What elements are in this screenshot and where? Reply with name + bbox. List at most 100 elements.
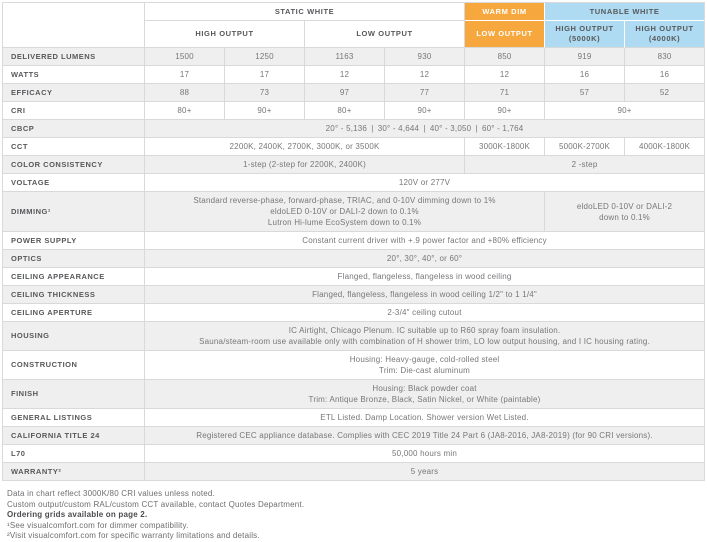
footnote-data-basis: Data in chart reflect 3000K/80 CRI value…	[7, 489, 215, 498]
header-subhead-row: HIGH OUTPUT LOW OUTPUT LOW OUTPUT HIGH O…	[3, 21, 706, 48]
row-ceiling-thickness: CEILING THICKNESS Flanged, flangeless, f…	[3, 286, 706, 304]
footnotes: Data in chart reflect 3000K/80 CRI value…	[2, 481, 705, 542]
row-label: GENERAL LISTINGS	[3, 409, 145, 427]
row-finish: FINISH Housing: Black powder coat Trim: …	[3, 380, 706, 409]
row-cbcp: CBCP 20° - 5,136 | 30° - 4,644 | 40° - 3…	[3, 120, 706, 138]
row-label: COLOR CONSISTENCY	[3, 156, 145, 174]
group-warm-dim: WARM DIM	[465, 3, 546, 21]
row-label: HOUSING	[3, 322, 145, 351]
value-cell: 930	[385, 48, 466, 66]
value-cell: 57	[545, 84, 626, 102]
row-label: VOLTAGE	[3, 174, 145, 192]
value-cell: 120V or 277V	[145, 174, 706, 192]
value-cell: 71	[465, 84, 546, 102]
value-cell: Constant current driver with +.9 power f…	[145, 232, 706, 250]
value-cell: Registered CEC appliance database. Compl…	[145, 427, 706, 445]
value-cell: IC Airtight, Chicago Plenum. IC suitable…	[145, 322, 706, 351]
row-optics: OPTICS 20°, 30°, 40°, or 60°	[3, 250, 706, 268]
value-cell: 90+	[465, 102, 546, 120]
value-cell: Flanged, flangeless, flangeless in wood …	[145, 286, 706, 304]
row-watts: WATTS 17 17 12 12 12 16 16	[3, 66, 706, 84]
value-cell: 3000K-1800K	[465, 138, 546, 156]
subhead-high-output-4000k: HIGH OUTPUT (4000K)	[625, 21, 706, 48]
value-cell: 77	[385, 84, 466, 102]
row-dimming: DIMMING¹ Standard reverse-phase, forward…	[3, 192, 706, 232]
value-cell: 4000K-1800K	[625, 138, 706, 156]
row-label: CCT	[3, 138, 145, 156]
value-cell: 2-3/4" ceiling cutout	[145, 304, 706, 322]
value-cell: 1250	[225, 48, 305, 66]
row-label: EFFICACY	[3, 84, 145, 102]
row-power-supply: POWER SUPPLY Constant current driver wit…	[3, 232, 706, 250]
value-cell: 1500	[145, 48, 225, 66]
row-label: CEILING APPEARANCE	[3, 268, 145, 286]
row-l70: L70 50,000 hours min	[3, 445, 706, 463]
row-delivered-lumens: DELIVERED LUMENS 1500 1250 1163 930 850 …	[3, 48, 706, 66]
value-cell: 97	[305, 84, 385, 102]
value-cell: 50,000 hours min	[145, 445, 706, 463]
value-cell: 830	[625, 48, 706, 66]
group-tunable-white: TUNABLE WHITE	[545, 3, 706, 21]
value-cell: 12	[465, 66, 546, 84]
value-cell: 5000K-2700K	[545, 138, 626, 156]
value-cell: 12	[305, 66, 385, 84]
value-cell: 5 years	[145, 463, 706, 481]
value-cell: 12	[385, 66, 466, 84]
header-group-row: STATIC WHITE WARM DIM TUNABLE WHITE	[3, 3, 706, 48]
value-cell: 80+	[145, 102, 225, 120]
value-cell: 20°, 30°, 40°, or 60°	[145, 250, 706, 268]
row-efficacy: EFFICACY 88 73 97 77 71 57 52	[3, 84, 706, 102]
row-label: CRI	[3, 102, 145, 120]
subhead-warm-dim-low-output: LOW OUTPUT	[465, 21, 546, 48]
row-label: CALIFORNIA TITLE 24	[3, 427, 145, 445]
row-ceiling-appearance: CEILING APPEARANCE Flanged, flangeless, …	[3, 268, 706, 286]
subhead-low-output: LOW OUTPUT	[305, 21, 466, 48]
subhead-high-output-5000k: HIGH OUTPUT (5000K)	[545, 21, 626, 48]
row-ceiling-aperture: CEILING APERTURE 2-3/4" ceiling cutout	[3, 304, 706, 322]
value-cell: 2200K, 2400K, 2700K, 3000K, or 3500K	[145, 138, 466, 156]
spec-table: STATIC WHITE WARM DIM TUNABLE WHITE HIGH…	[2, 2, 706, 481]
row-warranty: WARRANTY² 5 years	[3, 463, 706, 481]
row-voltage: VOLTAGE 120V or 277V	[3, 174, 706, 192]
value-cell: 73	[225, 84, 305, 102]
value-cell: 90+	[545, 102, 706, 120]
value-cell: 2 -step	[465, 156, 706, 174]
corner-cell	[3, 3, 145, 48]
row-housing: HOUSING IC Airtight, Chicago Plenum. IC …	[3, 322, 706, 351]
row-label: DELIVERED LUMENS	[3, 48, 145, 66]
value-cell: 16	[625, 66, 706, 84]
row-label: CEILING THICKNESS	[3, 286, 145, 304]
value-cell: 90+	[225, 102, 305, 120]
value-cell: 17	[225, 66, 305, 84]
footnote-ordering-grids: Ordering grids available on page 2.	[7, 510, 148, 520]
row-label: CONSTRUCTION	[3, 351, 145, 380]
subhead-high-output: HIGH OUTPUT	[145, 21, 305, 48]
value-cell: 1-step (2-step for 2200K, 2400K)	[145, 156, 466, 174]
row-label: CEILING APERTURE	[3, 304, 145, 322]
footnote-custom-options: Custom output/custom RAL/custom CCT avai…	[7, 499, 305, 509]
value-cell: Housing: Heavy-gauge, cold-rolled steel …	[145, 351, 706, 380]
row-label: POWER SUPPLY	[3, 232, 145, 250]
value-cell: 20° - 5,136 | 30° - 4,644 | 40° - 3,050 …	[145, 120, 706, 138]
value-cell: eldoLED 0-10V or DALI-2 down to 0.1%	[545, 192, 706, 232]
row-label: CBCP	[3, 120, 145, 138]
value-cell: 80+	[305, 102, 385, 120]
row-general-listings: GENERAL LISTINGS ETL Listed. Damp Locati…	[3, 409, 706, 427]
row-cct: CCT 2200K, 2400K, 2700K, 3000K, or 3500K…	[3, 138, 706, 156]
row-california-title-24: CALIFORNIA TITLE 24 Registered CEC appli…	[3, 427, 706, 445]
row-label: L70	[3, 445, 145, 463]
row-label: FINISH	[3, 380, 145, 409]
row-label: DIMMING¹	[3, 192, 145, 232]
value-cell: Flanged, flangeless, flangeless in wood …	[145, 268, 706, 286]
value-cell: 850	[465, 48, 546, 66]
value-cell: 1163	[305, 48, 385, 66]
group-static-white: STATIC WHITE	[145, 3, 466, 21]
value-cell: 919	[545, 48, 626, 66]
footnote-warranty-details: ²Visit visualcomfort.com for specific wa…	[7, 531, 260, 541]
row-label: OPTICS	[3, 250, 145, 268]
value-cell: ETL Listed. Damp Location. Shower versio…	[145, 409, 706, 427]
value-cell: 88	[145, 84, 225, 102]
value-cell: 17	[145, 66, 225, 84]
row-color-consistency: COLOR CONSISTENCY 1-step (2-step for 220…	[3, 156, 706, 174]
